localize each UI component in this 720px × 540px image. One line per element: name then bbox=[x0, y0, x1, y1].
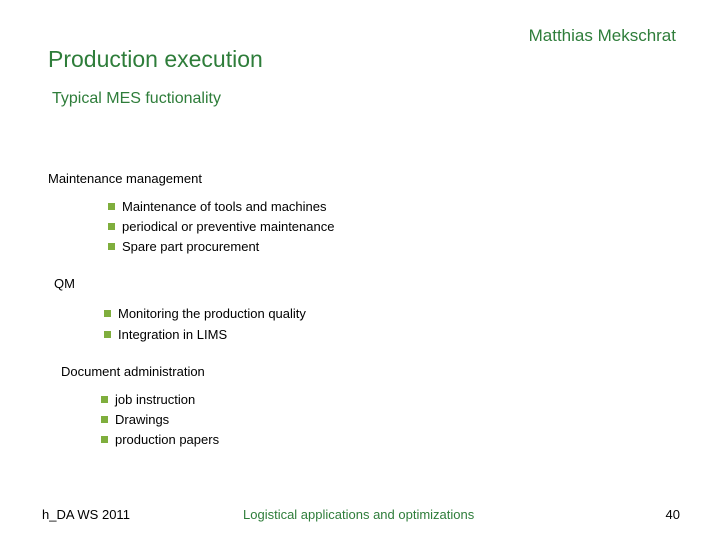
list-item-label: Maintenance of tools and machines bbox=[122, 199, 327, 214]
section-heading-document-administration: Document administration bbox=[61, 364, 205, 379]
list-item: Maintenance of tools and machines bbox=[108, 199, 327, 214]
list-item-label: Integration in LIMS bbox=[118, 327, 228, 342]
bullet-icon bbox=[101, 436, 108, 443]
bullet-icon bbox=[101, 396, 108, 403]
list-item: production papers bbox=[101, 432, 219, 447]
bullet-icon bbox=[101, 416, 108, 423]
slide-subtitle: Typical MES fuctionality bbox=[52, 90, 221, 107]
list-item: Spare part procurement bbox=[108, 239, 259, 254]
author-name: Matthias Mekschrat bbox=[528, 26, 676, 45]
bullet-icon bbox=[108, 223, 115, 230]
list-item: Monitoring the production quality bbox=[104, 306, 306, 321]
bullet-icon bbox=[104, 310, 111, 317]
section-heading-maintenance: Maintenance management bbox=[48, 171, 202, 186]
list-item-label: Monitoring the production quality bbox=[118, 306, 306, 321]
list-item: Integration in LIMS bbox=[104, 327, 227, 342]
slide-title: Production execution bbox=[48, 46, 263, 72]
section-heading-qm: QM bbox=[54, 276, 75, 291]
footer-topic: Logistical applications and optimization… bbox=[243, 507, 475, 522]
list-item-label: periodical or preventive maintenance bbox=[122, 219, 335, 234]
list-item: periodical or preventive maintenance bbox=[108, 219, 334, 234]
list-item: job instruction bbox=[101, 392, 195, 407]
list-item-label: Drawings bbox=[115, 412, 170, 427]
bullet-icon bbox=[104, 331, 111, 338]
list-item-label: Spare part procurement bbox=[122, 239, 260, 254]
page-number: 40 bbox=[665, 507, 680, 522]
list-item-label: production papers bbox=[115, 432, 220, 447]
footer-course: h_DA WS 2011 bbox=[42, 507, 130, 522]
bullet-icon bbox=[108, 243, 115, 250]
list-item-label: job instruction bbox=[115, 392, 196, 407]
list-item: Drawings bbox=[101, 412, 169, 427]
bullet-icon bbox=[108, 203, 115, 210]
